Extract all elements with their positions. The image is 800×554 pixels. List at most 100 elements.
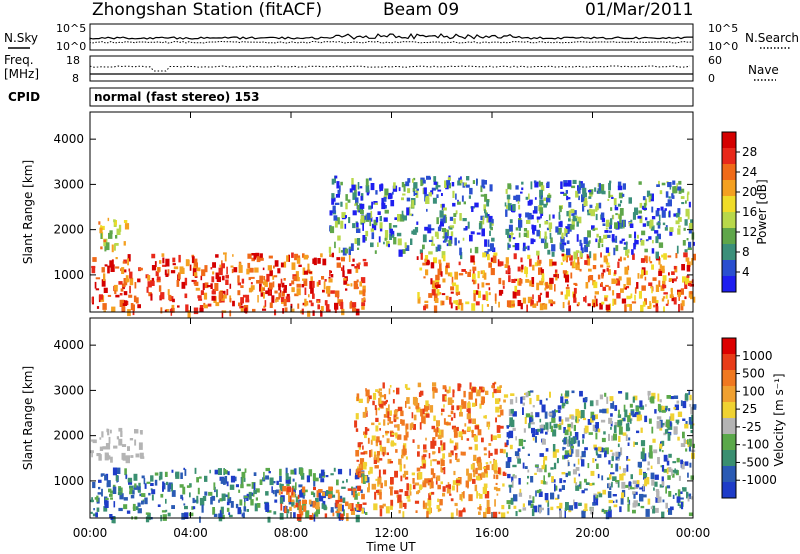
echo-cell — [465, 301, 470, 305]
echo-cell — [608, 482, 611, 488]
echo-cell — [637, 234, 639, 239]
echo-cell — [188, 512, 194, 517]
echo-cell — [662, 423, 665, 426]
echo-cell — [496, 493, 499, 496]
echo-cell — [509, 219, 513, 224]
echo-cell — [582, 434, 585, 439]
echo-cell — [641, 230, 646, 236]
echo-cell — [364, 427, 368, 435]
echo-cell — [283, 261, 287, 268]
echo-cell — [577, 458, 580, 465]
echo-cell — [375, 217, 379, 223]
echo-cell — [288, 493, 290, 502]
echo-cell — [544, 287, 547, 291]
echo-cell — [351, 184, 356, 191]
echo-cell — [109, 514, 113, 519]
echo-cell — [106, 455, 111, 460]
echo-cell — [440, 271, 443, 277]
echo-cell — [141, 500, 144, 505]
echo-cell — [645, 239, 649, 242]
echo-cell — [680, 443, 686, 447]
echo-cell — [338, 498, 343, 503]
echo-cell — [622, 468, 627, 473]
echo-cell — [129, 487, 134, 494]
echo-cell — [467, 271, 471, 277]
echo-cell — [547, 507, 550, 516]
echo-cell — [354, 266, 358, 269]
echo-cell — [486, 464, 490, 471]
echo-cell — [606, 267, 609, 272]
echo-cell — [453, 470, 456, 476]
echo-cell — [552, 301, 556, 305]
echo-cell — [453, 218, 456, 224]
echo-cell — [244, 502, 246, 508]
echo-cell — [363, 215, 366, 220]
echo-cell — [263, 276, 266, 281]
echo-cell — [644, 248, 648, 253]
echo-cell — [269, 290, 272, 295]
echo-cell — [650, 465, 653, 469]
echo-cell — [211, 276, 215, 283]
colorbar-swatch — [722, 466, 736, 483]
echo-cell — [476, 457, 481, 464]
echo-cell — [458, 261, 461, 266]
echo-cell — [253, 472, 257, 476]
echo-cell — [237, 290, 241, 296]
echo-cell — [647, 393, 650, 401]
echo-cell — [337, 503, 342, 512]
echo-cell — [280, 503, 283, 511]
echo-cell — [581, 490, 585, 494]
echo-cell — [442, 467, 445, 470]
echo-cell — [493, 459, 497, 466]
echo-cell — [379, 222, 383, 229]
echo-cell — [225, 470, 228, 475]
echo-cell — [559, 206, 562, 213]
echo-cell — [489, 230, 491, 236]
echo-cell — [377, 211, 381, 215]
echo-cell — [348, 217, 351, 224]
echo-cell — [295, 277, 300, 282]
echo-cell — [296, 513, 302, 521]
echo-cell — [594, 291, 599, 295]
echo-cell — [431, 477, 433, 486]
echo-cell — [655, 303, 659, 309]
echo-cell — [455, 193, 457, 200]
echo-cell — [395, 435, 397, 439]
echo-cell — [134, 429, 139, 434]
echo-cell — [344, 501, 349, 507]
echo-cell — [472, 469, 475, 472]
echo-cell — [525, 196, 529, 200]
echo-cell — [390, 477, 394, 485]
echo-cell — [219, 264, 221, 267]
echo-cell — [96, 507, 100, 512]
echo-cell — [571, 261, 576, 269]
echo-cell — [456, 426, 459, 431]
echo-cell — [602, 286, 606, 291]
echo-cell — [377, 476, 382, 485]
echo-cell — [549, 391, 551, 398]
echo-cell — [137, 278, 141, 283]
echo-cell — [340, 201, 343, 207]
echo-cell — [666, 460, 670, 466]
echo-cell — [467, 221, 470, 229]
echo-cell — [352, 223, 356, 229]
echo-cell — [484, 212, 488, 218]
echo-cell — [237, 507, 242, 515]
echo-cell — [684, 219, 688, 226]
echo-cell — [598, 493, 603, 498]
echo-cell — [279, 512, 284, 520]
echo-cell — [365, 512, 368, 515]
echo-cell — [368, 482, 370, 490]
echo-cell — [428, 453, 431, 459]
echo-cell — [671, 195, 675, 199]
echo-cell — [340, 301, 344, 310]
echo-cell — [118, 438, 123, 446]
echo-cell — [498, 467, 501, 475]
echo-cell — [337, 468, 343, 475]
echo-cell — [436, 185, 441, 188]
echo-cell — [107, 294, 112, 297]
echo-cell — [231, 268, 234, 274]
echo-cell — [515, 185, 519, 190]
echo-cell — [314, 512, 319, 517]
